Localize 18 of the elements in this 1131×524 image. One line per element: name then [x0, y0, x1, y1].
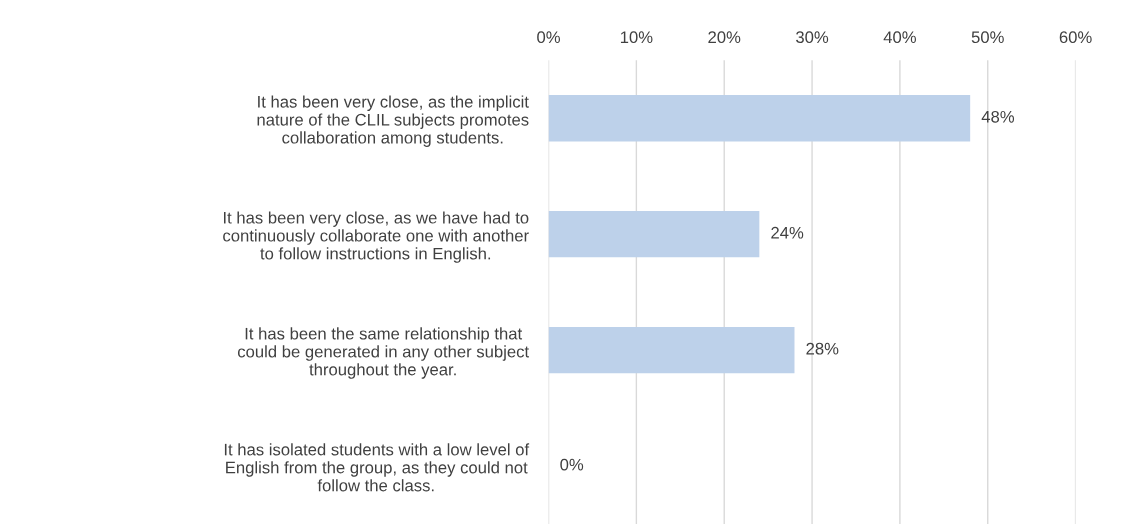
- data-label: 24%: [771, 226, 804, 239]
- y-tick-label: It has been very close, as the implicit nature of the CLIL subjects promotes collaboration among students.: [257, 95, 529, 147]
- y-tick-label: It has been the same relationship that could be generated in any other subject throughout the year.: [237, 327, 529, 379]
- x-tick-label: 50%: [971, 31, 1004, 44]
- bar: [548, 210, 760, 258]
- y-tick-label: It has been very close, as we have had to continuously collaborate one with another to follow instructions in English.: [223, 211, 529, 263]
- x-tick-label: 20%: [708, 31, 741, 44]
- data-label: 0%: [560, 458, 584, 471]
- x-tick-label: 60%: [1059, 31, 1092, 44]
- data-label: 28%: [806, 342, 839, 355]
- x-tick-label: 10%: [620, 31, 653, 44]
- bar: [548, 95, 971, 142]
- x-tick-label: 40%: [883, 31, 916, 44]
- data-label: 48%: [981, 110, 1015, 123]
- y-tick-label: It has isolated students with a low level of English from the group, as they could not follow the class.: [224, 443, 530, 492]
- bar: [548, 326, 795, 374]
- x-tick-label: 0%: [537, 31, 560, 44]
- x-tick-label: 30%: [796, 31, 829, 44]
